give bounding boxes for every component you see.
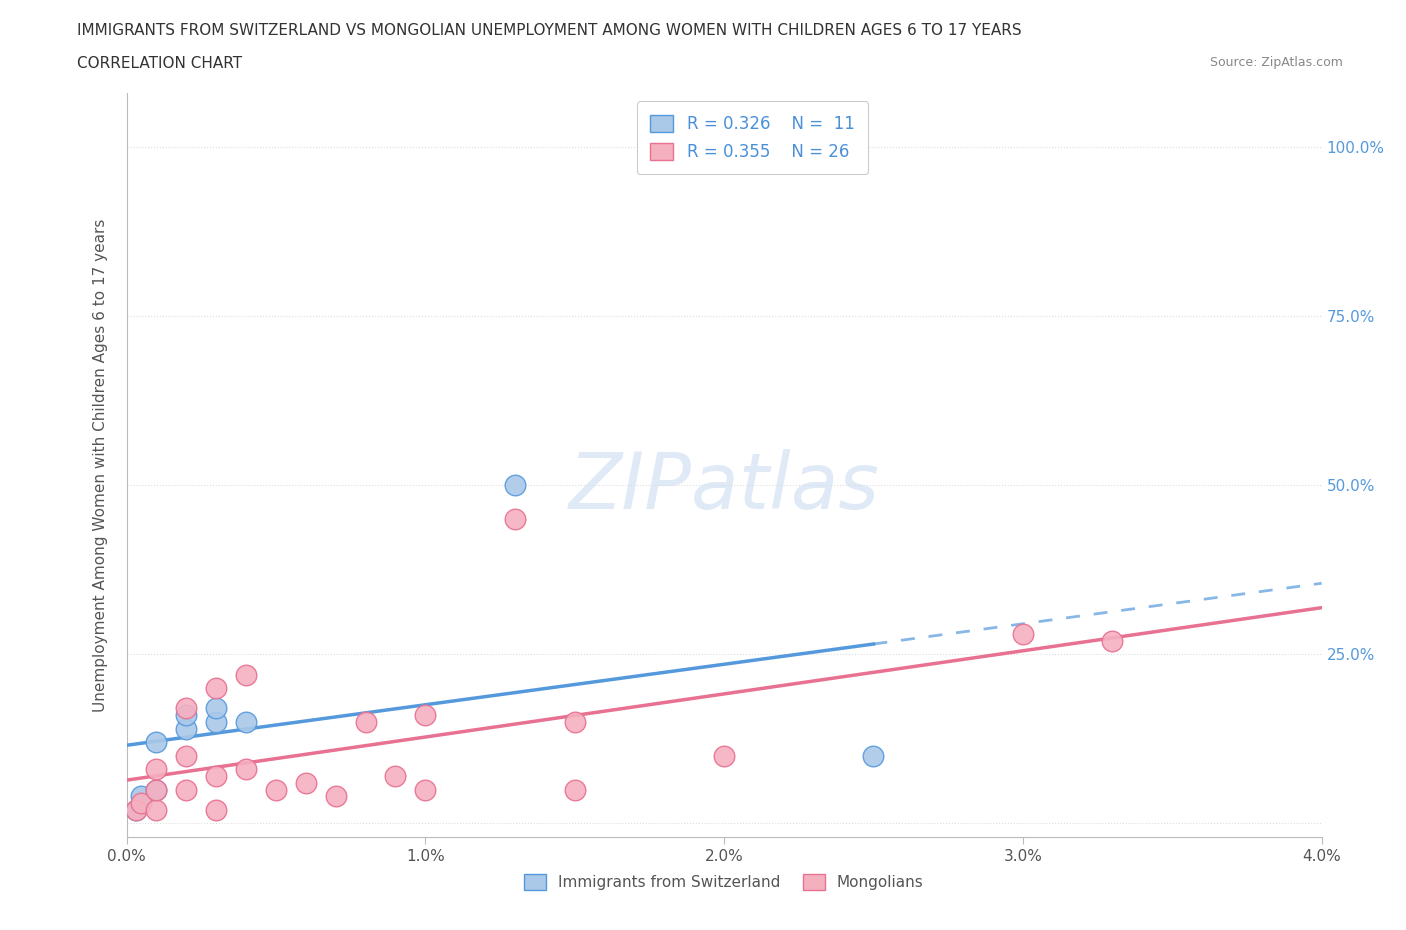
Point	[205, 769, 228, 784]
Point	[174, 722, 197, 737]
Point	[174, 749, 197, 764]
Point	[503, 478, 526, 493]
Point	[294, 776, 316, 790]
Point	[124, 803, 146, 817]
Point	[205, 714, 228, 729]
Point	[384, 769, 406, 784]
Y-axis label: Unemployment Among Women with Children Ages 6 to 17 years: Unemployment Among Women with Children A…	[93, 219, 108, 711]
Point	[131, 796, 153, 811]
Point	[413, 708, 436, 723]
Text: Source: ZipAtlas.com: Source: ZipAtlas.com	[1209, 56, 1343, 69]
Point	[325, 789, 347, 804]
Point	[145, 782, 167, 797]
Point	[235, 762, 257, 777]
Point	[205, 803, 228, 817]
Point	[354, 714, 377, 729]
Point	[174, 708, 197, 723]
Point	[235, 714, 257, 729]
Point	[564, 714, 586, 729]
Point	[264, 782, 287, 797]
Point	[145, 803, 167, 817]
Text: ZIPatlas: ZIPatlas	[568, 449, 880, 525]
Point	[131, 789, 153, 804]
Point	[174, 782, 197, 797]
Legend: Immigrants from Switzerland, Mongolians: Immigrants from Switzerland, Mongolians	[519, 868, 929, 897]
Text: CORRELATION CHART: CORRELATION CHART	[77, 56, 242, 71]
Point	[1101, 633, 1123, 648]
Point	[503, 512, 526, 526]
Point	[713, 749, 735, 764]
Point	[124, 803, 146, 817]
Text: IMMIGRANTS FROM SWITZERLAND VS MONGOLIAN UNEMPLOYMENT AMONG WOMEN WITH CHILDREN : IMMIGRANTS FROM SWITZERLAND VS MONGOLIAN…	[77, 23, 1022, 38]
Point	[145, 782, 167, 797]
Point	[174, 701, 197, 716]
Point	[1011, 627, 1033, 642]
Point	[564, 782, 586, 797]
Point	[413, 782, 436, 797]
Point	[862, 749, 884, 764]
Point	[235, 667, 257, 682]
Point	[205, 701, 228, 716]
Point	[145, 762, 167, 777]
Point	[205, 681, 228, 696]
Point	[145, 735, 167, 750]
